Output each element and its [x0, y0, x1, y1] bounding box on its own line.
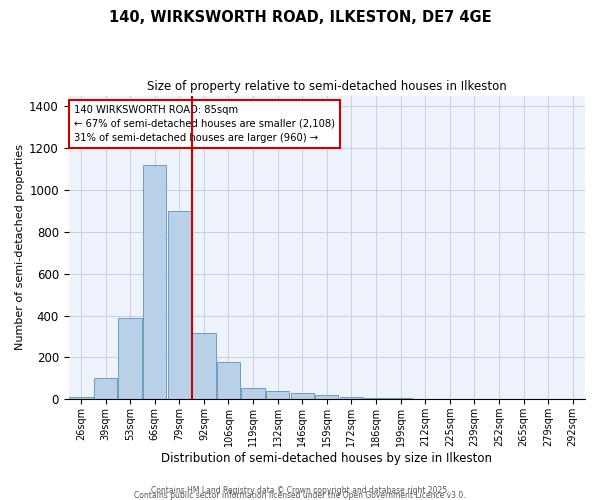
Bar — [167, 211, 191, 400]
Bar — [389, 398, 412, 400]
Bar — [413, 398, 437, 400]
Bar — [266, 391, 289, 400]
Bar — [315, 395, 338, 400]
Bar — [143, 164, 166, 400]
Bar — [118, 318, 142, 400]
Bar — [290, 393, 314, 400]
Bar — [364, 398, 388, 400]
Bar — [192, 334, 215, 400]
Bar — [94, 378, 117, 400]
Bar — [241, 388, 265, 400]
Bar — [69, 397, 92, 400]
Y-axis label: Number of semi-detached properties: Number of semi-detached properties — [15, 144, 25, 350]
X-axis label: Distribution of semi-detached houses by size in Ilkeston: Distribution of semi-detached houses by … — [161, 452, 493, 465]
Text: 140, WIRKSWORTH ROAD, ILKESTON, DE7 4GE: 140, WIRKSWORTH ROAD, ILKESTON, DE7 4GE — [109, 10, 491, 25]
Title: Size of property relative to semi-detached houses in Ilkeston: Size of property relative to semi-detach… — [147, 80, 506, 93]
Text: Contains HM Land Registry data © Crown copyright and database right 2025.: Contains HM Land Registry data © Crown c… — [151, 486, 449, 495]
Bar — [340, 397, 363, 400]
Text: 140 WIRKSWORTH ROAD: 85sqm
← 67% of semi-detached houses are smaller (2,108)
31%: 140 WIRKSWORTH ROAD: 85sqm ← 67% of semi… — [74, 104, 335, 142]
Text: Contains public sector information licensed under the Open Government Licence v3: Contains public sector information licen… — [134, 491, 466, 500]
Bar — [217, 362, 240, 400]
